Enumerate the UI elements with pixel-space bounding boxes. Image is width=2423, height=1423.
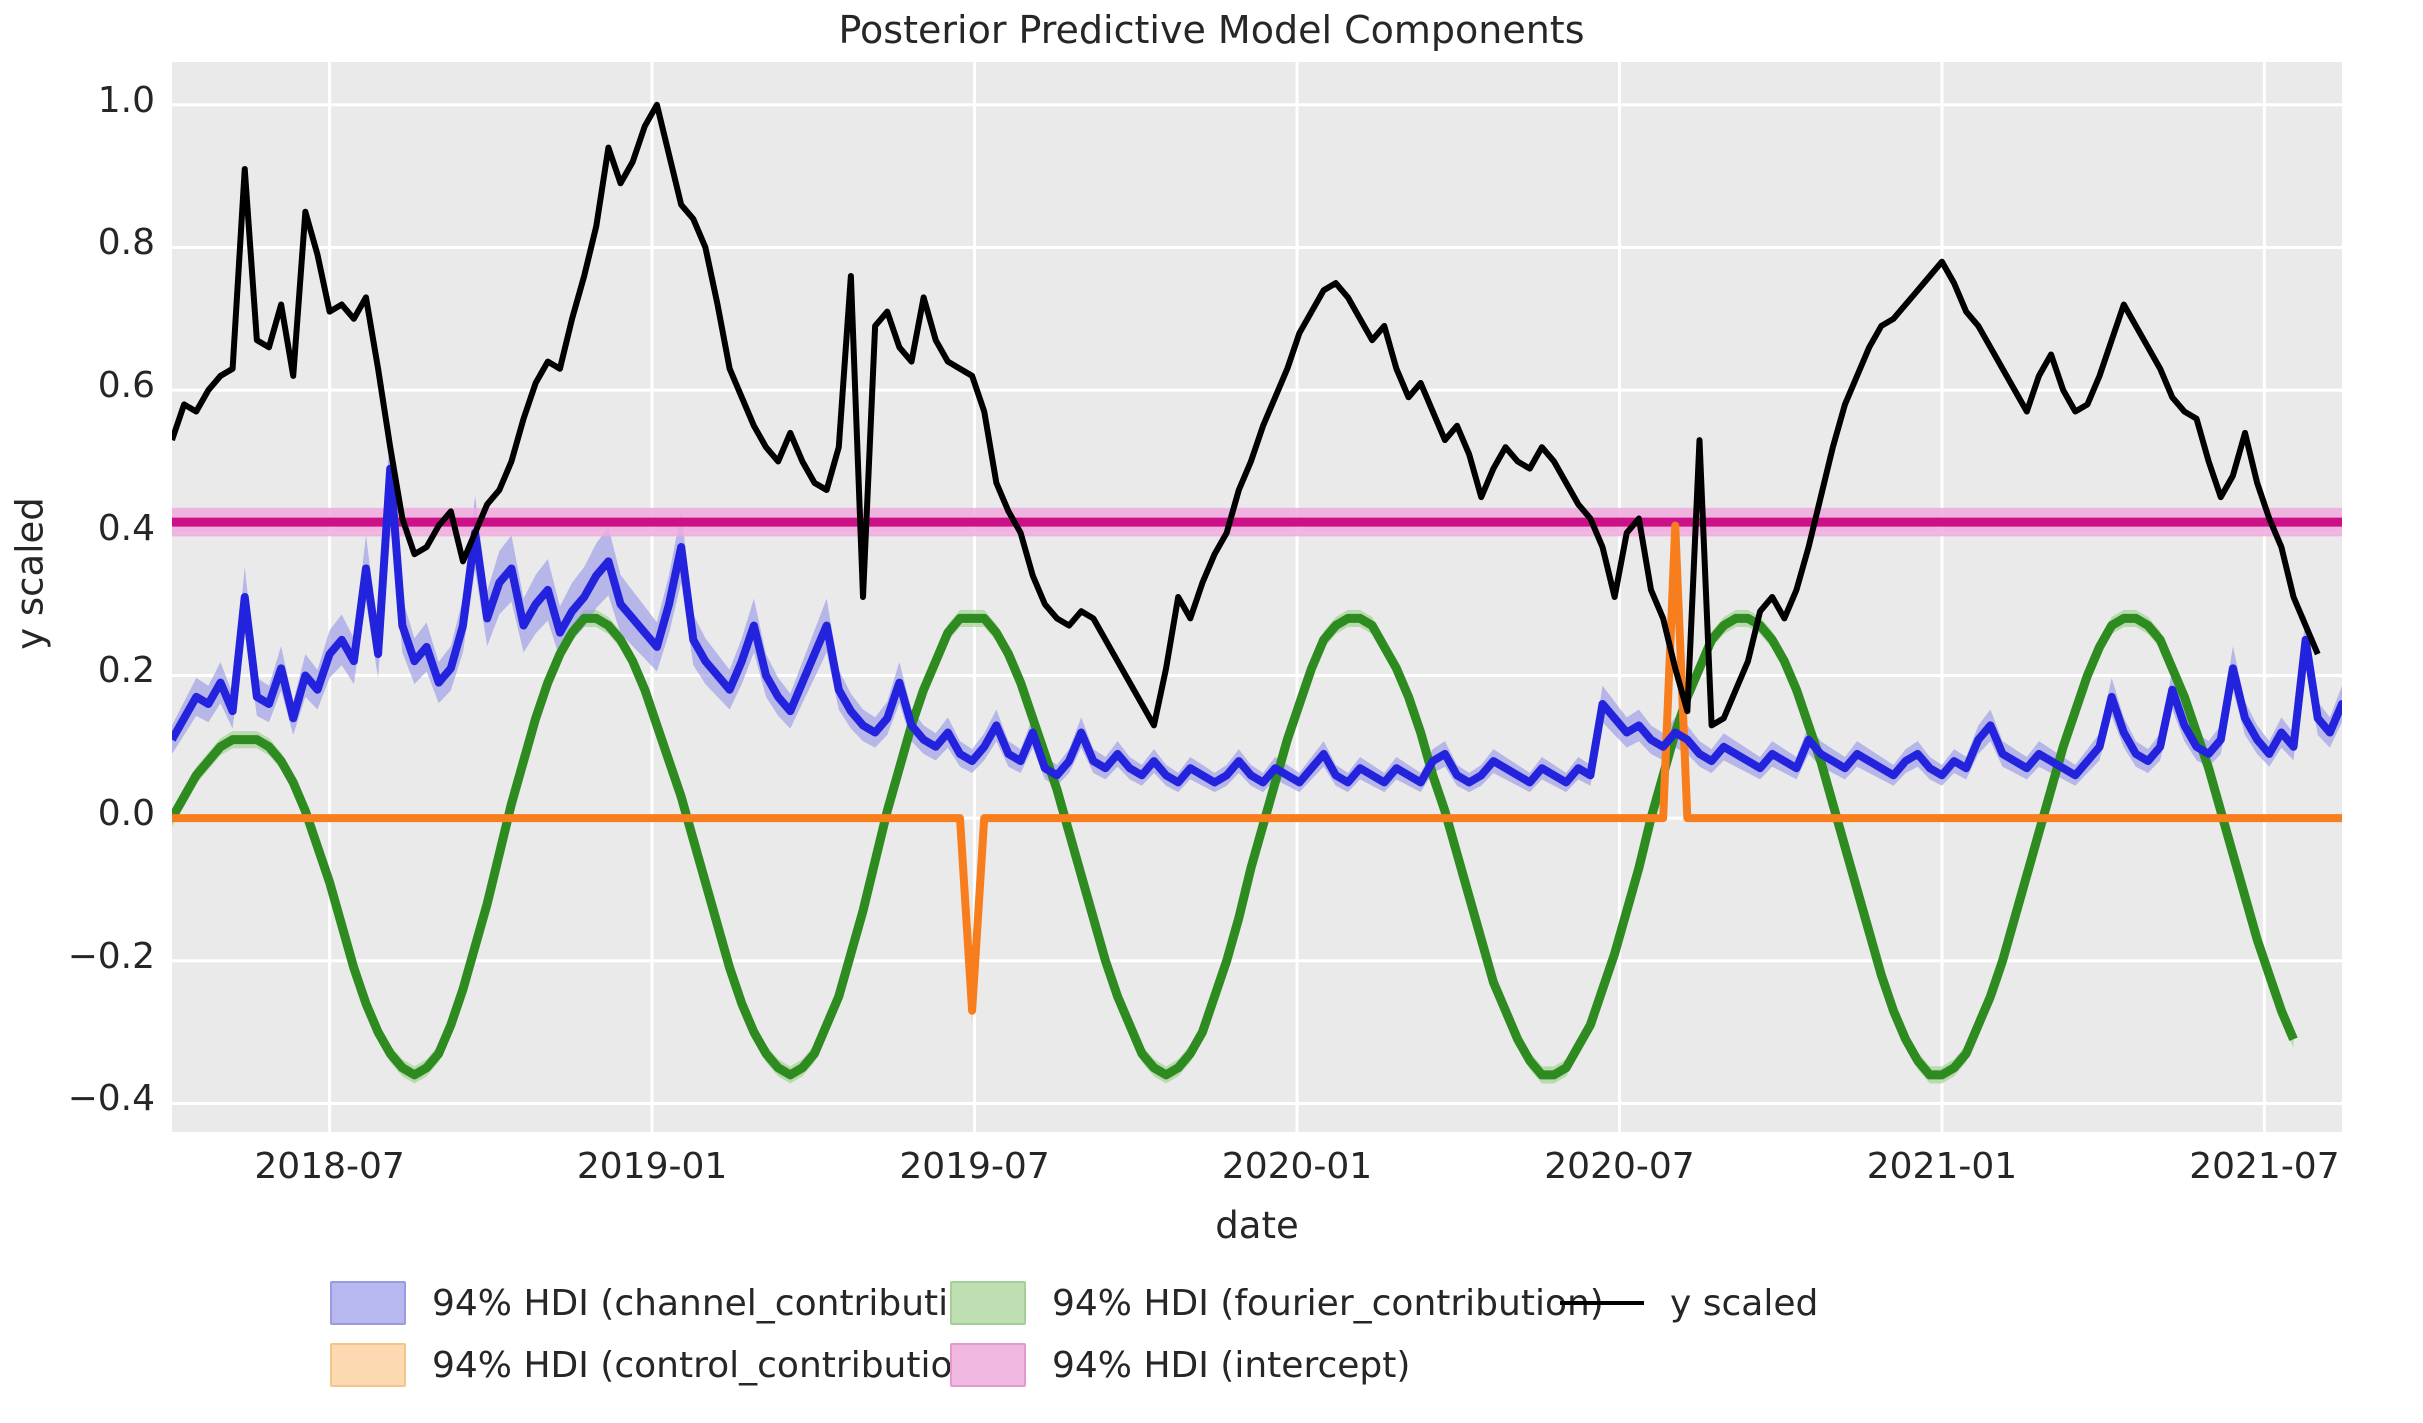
legend-item[interactable]: y scaled [1560, 1272, 2130, 1334]
legend-swatch-icon [950, 1281, 1026, 1325]
legend-item[interactable]: 94% HDI (control_contribution) [330, 1334, 989, 1396]
x-axis-label: date [1215, 1204, 1299, 1247]
x-tick-label: 2019-01 [576, 1146, 728, 1187]
legend-item[interactable]: 94% HDI (intercept) [950, 1334, 1560, 1396]
control-contribution-line [172, 521, 2342, 1015]
x-tick-label: 2019-07 [899, 1146, 1050, 1187]
y-tick-label: −0.2 [67, 935, 155, 977]
plot-area [172, 62, 2342, 1132]
y-tick-label: 0.6 [97, 365, 155, 407]
x-tick-label: 2021-01 [1866, 1146, 2018, 1187]
y-tick-label: 0.8 [97, 222, 155, 264]
legend-label: 94% HDI (control_contribution) [432, 1344, 990, 1386]
fourier-hdi-band [172, 609, 2294, 1084]
legend-label: 94% HDI (intercept) [1052, 1344, 1411, 1386]
x-tick-label: 2018-07 [254, 1146, 405, 1187]
y-tick-label: 0.4 [97, 507, 155, 549]
legend-label: 94% HDI (fourier_contribution) [1052, 1282, 1604, 1324]
y-tick-label: 0.0 [97, 793, 155, 835]
legend-line-icon [1560, 1301, 1644, 1305]
channel-hdi-band [172, 424, 2342, 793]
y-axis-label: y scaled [8, 497, 52, 650]
x-tick-label: 2020-01 [1221, 1146, 1373, 1187]
chart-title: Posterior Predictive Model Components [838, 8, 1585, 52]
channel-contribution-line [172, 464, 2342, 787]
x-tick-label: 2021-07 [2189, 1146, 2340, 1187]
legend-item[interactable]: 94% HDI (fourier_contribution) [950, 1272, 1604, 1334]
fourier-contribution-line [172, 613, 2298, 1080]
legend-swatch-icon [330, 1343, 406, 1387]
legend-label: y scaled [1670, 1282, 1819, 1324]
plot-canvas [172, 62, 2342, 1132]
chart-legend: 94% HDI (channel_contribution) 94% HDI (f… [330, 1272, 2130, 1396]
legend-swatch-icon [950, 1343, 1026, 1387]
x-tick-label: 2020-07 [1544, 1146, 1695, 1187]
y-tick-label: −0.4 [67, 1078, 155, 1120]
y-tick-label: 0.2 [97, 650, 155, 692]
legend-label: 94% HDI (channel_contribution) [432, 1282, 1008, 1324]
legend-swatch-icon [330, 1281, 406, 1325]
y-tick-label: 1.0 [97, 79, 155, 121]
legend-item[interactable]: 94% HDI (channel_contribution) [330, 1272, 1007, 1334]
y-scaled-line [172, 101, 2321, 729]
